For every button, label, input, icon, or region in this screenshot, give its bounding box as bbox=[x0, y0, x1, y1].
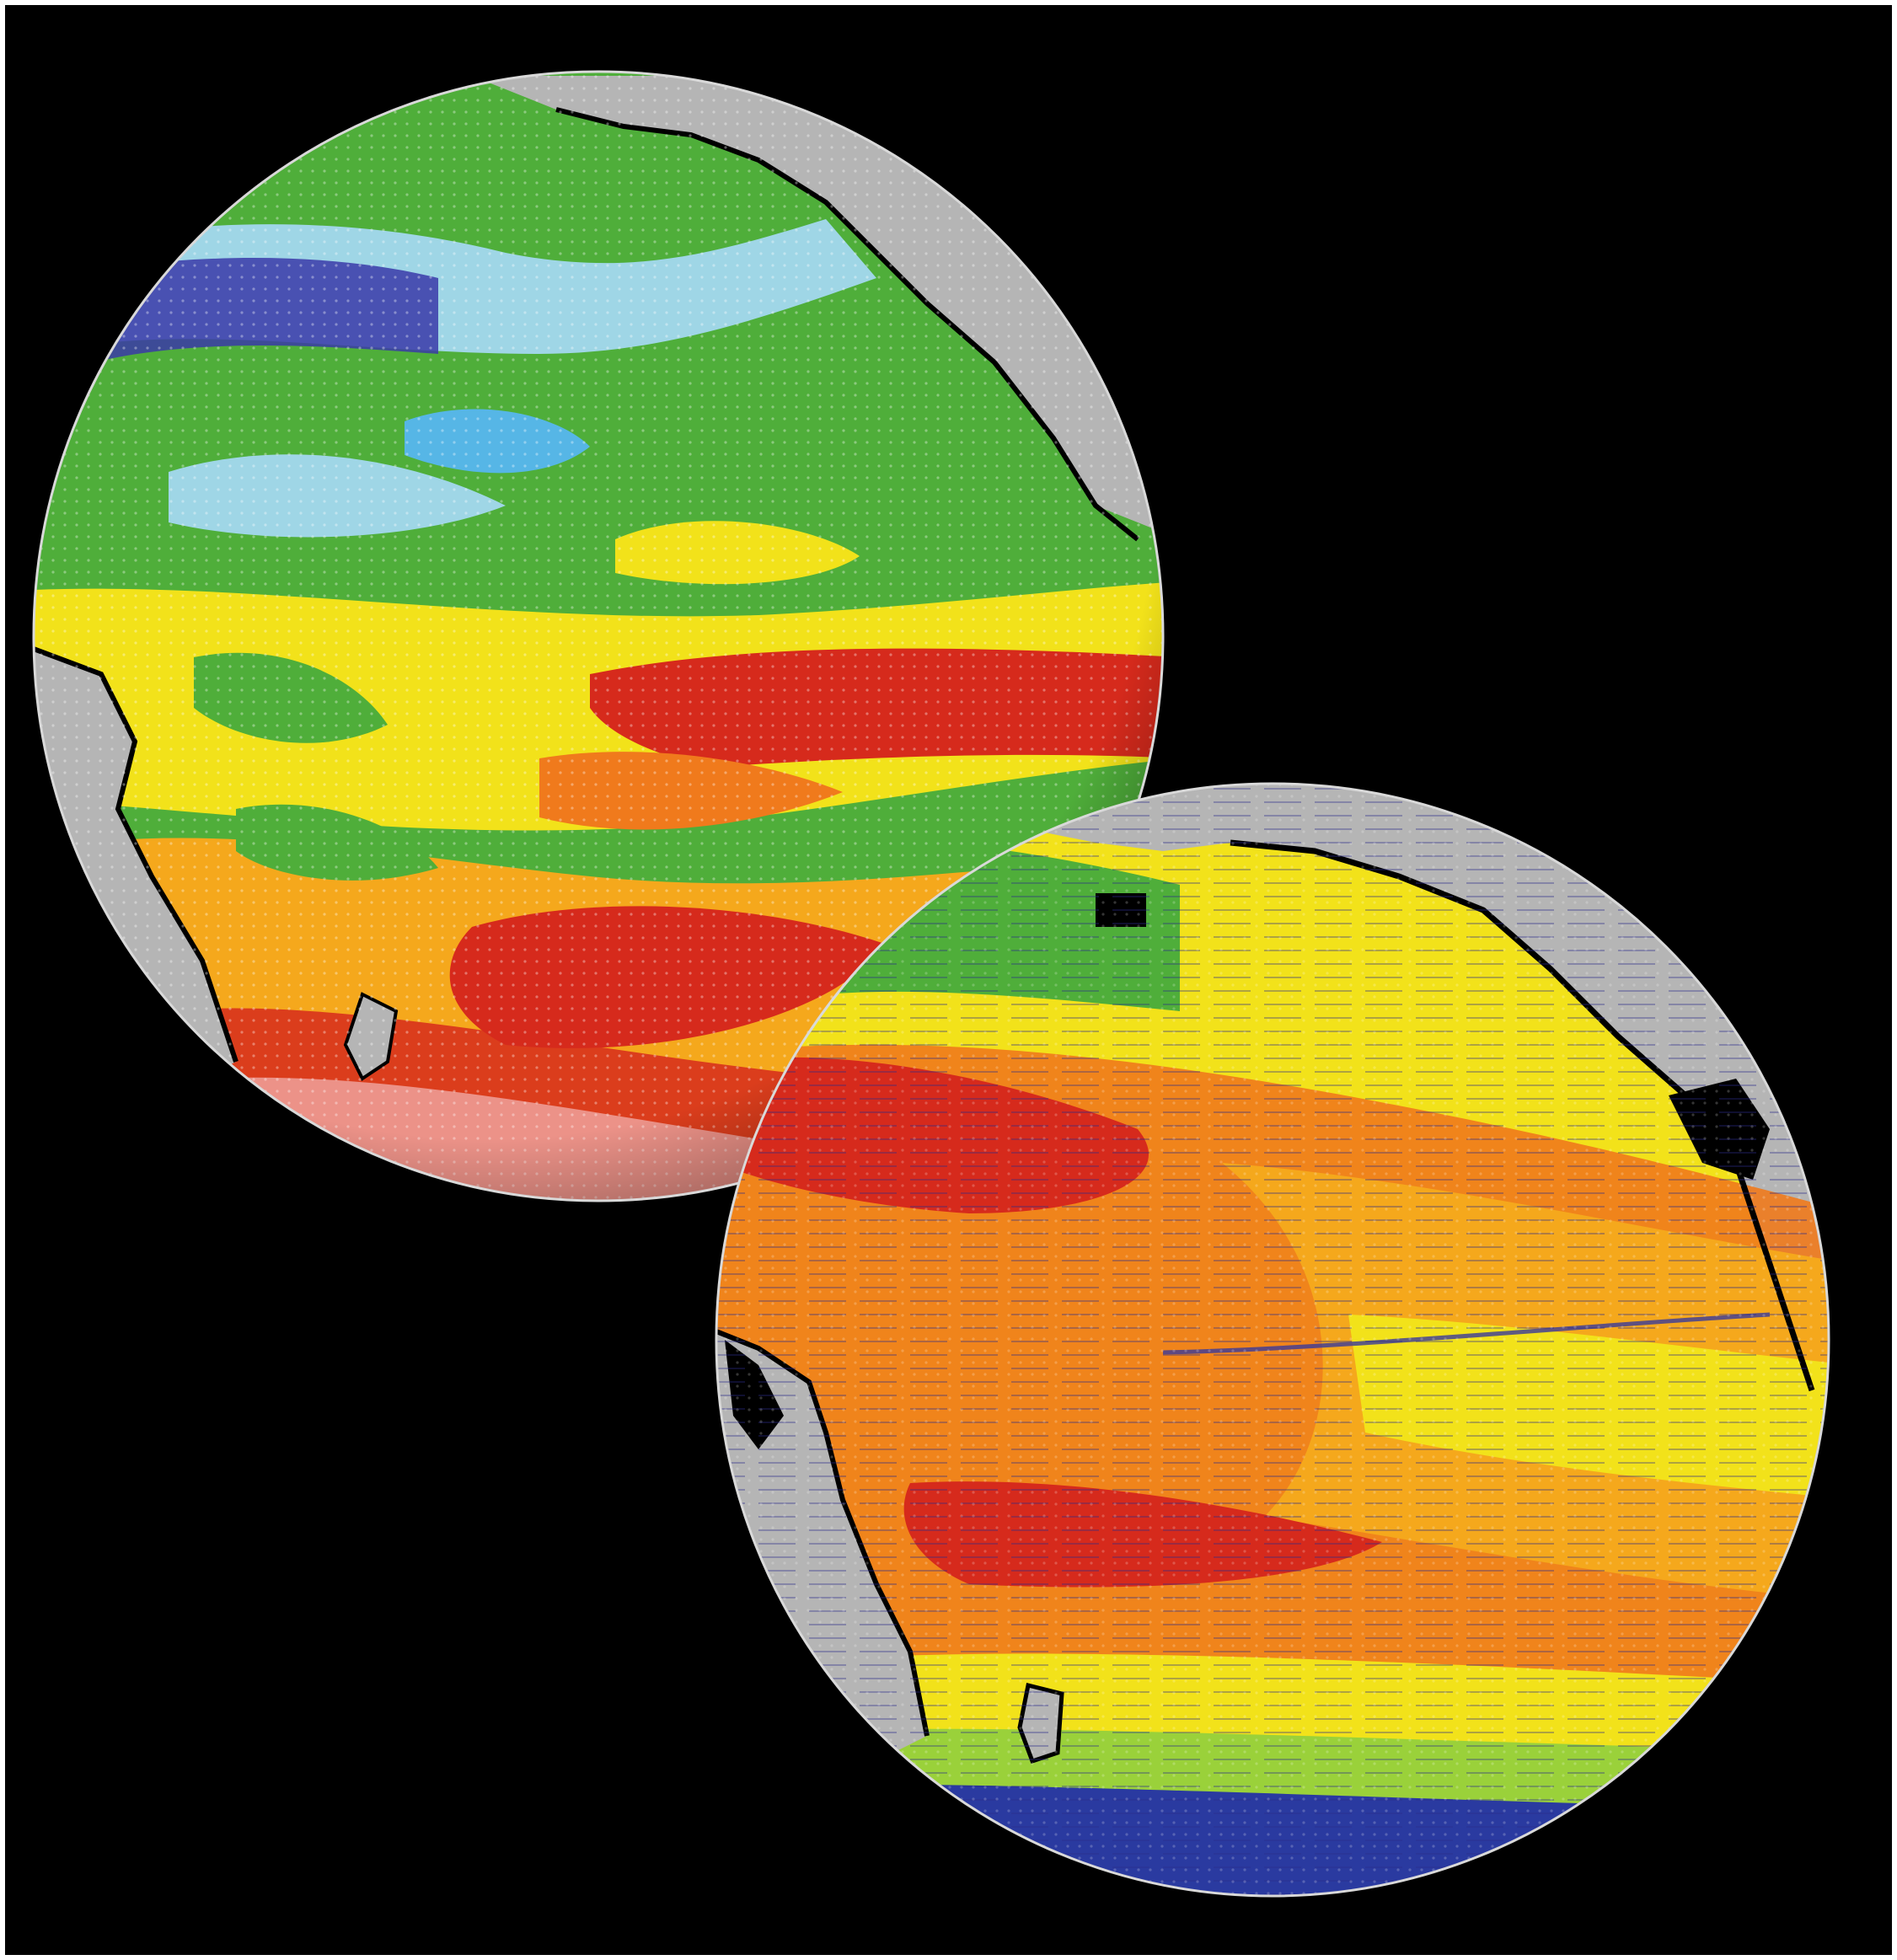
globe-bottom-right bbox=[716, 784, 1829, 1896]
globe-top-left-rim bbox=[32, 70, 1165, 1202]
globe-bottom-right-rim bbox=[715, 782, 1830, 1898]
